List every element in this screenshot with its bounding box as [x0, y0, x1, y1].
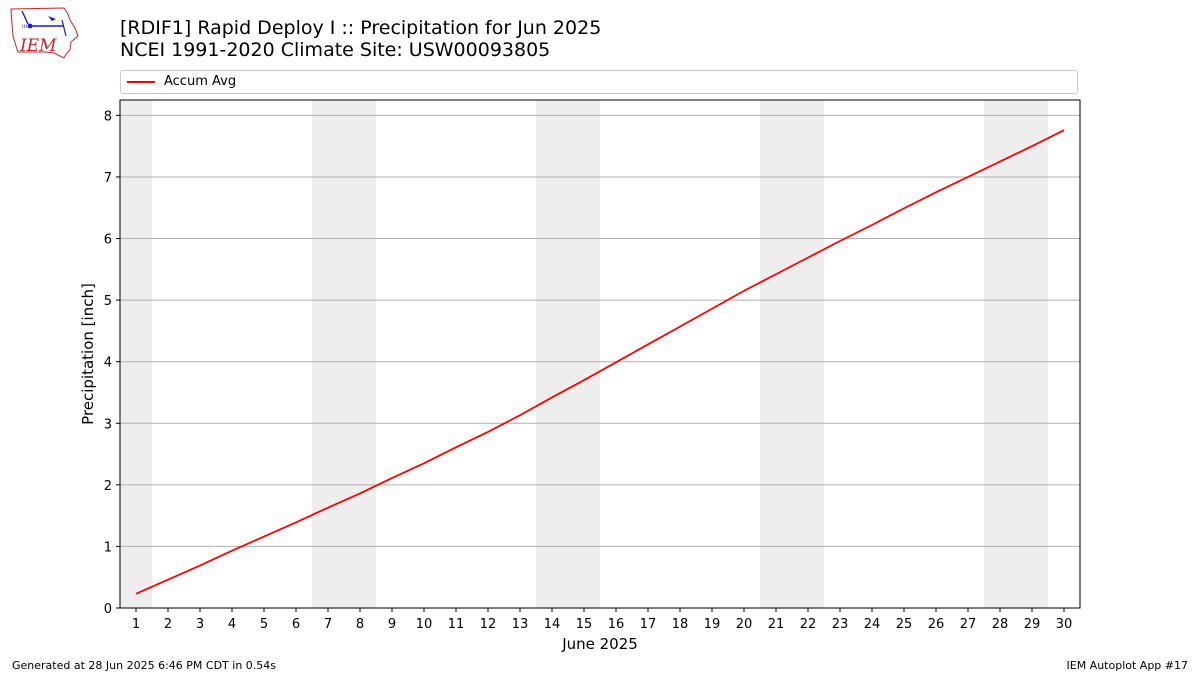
x-tick-label-29: 29	[1024, 617, 1041, 632]
x-tick-label-16: 16	[608, 617, 625, 632]
x-tick-label-30: 30	[1056, 617, 1073, 632]
y-tick-label-0: 0	[104, 602, 112, 617]
x-tick-label-7: 7	[324, 617, 332, 632]
y-tick-label-5: 5	[104, 294, 112, 309]
x-tick-label-19: 19	[704, 617, 721, 632]
footer-app: IEM Autoplot App #17	[1066, 659, 1189, 672]
gridlines	[120, 114, 1080, 547]
x-tick-label-1: 1	[132, 617, 140, 632]
weekend-band-29	[1016, 100, 1048, 608]
weekend-band-8	[344, 100, 376, 608]
x-axis: 1 2 3 4 5 6 7 8 9 10 11 12 13 14 15 16 17 18 19 20 21 22 23 24 2…	[132, 608, 1072, 632]
x-tick-label-14: 14	[544, 617, 561, 632]
x-tick-label-21: 21	[768, 617, 785, 632]
chart-title-line1: [RDIF1] Rapid Deploy I :: Precipitation …	[120, 17, 602, 39]
x-tick-label-8: 8	[356, 617, 364, 632]
y-axis-label: Precipitation [inch]	[79, 283, 97, 425]
x-tick-label-23: 23	[832, 617, 849, 632]
x-tick-label-2: 2	[164, 617, 172, 632]
weekend-band-21	[760, 100, 792, 608]
legend: Accum Avg	[120, 70, 1078, 94]
y-tick-label-3: 3	[104, 417, 112, 432]
weekend-band-15	[568, 100, 600, 608]
y-tick-label-8: 8	[104, 109, 112, 124]
x-tick-label-12: 12	[480, 617, 497, 632]
x-tick-label-25: 25	[896, 617, 913, 632]
weekend-bands	[120, 100, 1048, 608]
weekend-band-28	[984, 100, 1016, 608]
x-tick-label-10: 10	[416, 617, 433, 632]
x-tick-label-20: 20	[736, 617, 753, 632]
x-tick-label-26: 26	[928, 617, 945, 632]
y-tick-label-2: 2	[104, 479, 112, 494]
legend-label: Accum Avg	[164, 74, 237, 89]
x-tick-label-28: 28	[992, 617, 1009, 632]
y-tick-label-6: 6	[104, 233, 112, 248]
x-tick-label-4: 4	[228, 617, 236, 632]
y-tick-label-4: 4	[104, 356, 112, 371]
x-tick-label-9: 9	[388, 617, 396, 632]
weekend-band-14	[536, 100, 568, 608]
x-tick-label-27: 27	[960, 617, 977, 632]
plot-frame	[119, 99, 1081, 609]
weekend-band-7	[312, 100, 344, 608]
y-axis: 0 1 2 3 4 5 6 7 8	[104, 109, 120, 617]
series-line-0	[135, 129, 1065, 595]
weekend-band-22	[792, 100, 824, 608]
footer-generated: Generated at 28 Jun 2025 6:46 PM CDT in …	[12, 659, 277, 672]
x-axis-label: June 2025	[561, 635, 638, 653]
x-tick-label-22: 22	[800, 617, 817, 632]
svg-text:ııı: ııı	[22, 23, 27, 30]
x-tick-label-6: 6	[292, 617, 300, 632]
x-tick-label-5: 5	[260, 617, 268, 632]
logo-text: IEM	[19, 36, 57, 56]
chart-title-line2: NCEI 1991-2020 Climate Site: USW00093805	[120, 39, 551, 61]
x-tick-label-11: 11	[448, 617, 465, 632]
x-tick-label-13: 13	[512, 617, 529, 632]
x-tick-label-18: 18	[672, 617, 689, 632]
x-tick-label-17: 17	[640, 617, 657, 632]
iem-logo: ııı IEM	[10, 7, 79, 59]
y-tick-label-1: 1	[104, 540, 112, 555]
y-tick-label-7: 7	[104, 171, 112, 186]
x-tick-label-15: 15	[576, 617, 593, 632]
chart-title: [RDIF1] Rapid Deploy I :: Precipitation …	[120, 17, 601, 61]
legend-line-swatch	[127, 81, 155, 83]
x-tick-label-3: 3	[196, 617, 204, 632]
series-layer	[135, 129, 1065, 595]
x-tick-label-24: 24	[864, 617, 881, 632]
weekend-band-1	[120, 100, 152, 608]
